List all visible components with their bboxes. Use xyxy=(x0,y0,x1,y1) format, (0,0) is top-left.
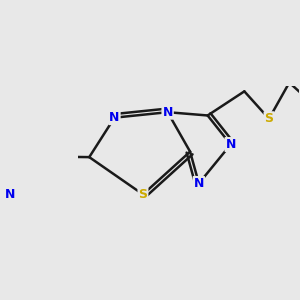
Text: N: N xyxy=(162,106,173,119)
Text: N: N xyxy=(5,188,16,201)
Text: N: N xyxy=(226,138,236,151)
Text: S: S xyxy=(265,112,274,125)
Text: N: N xyxy=(109,111,120,124)
Text: N: N xyxy=(194,177,204,190)
Text: S: S xyxy=(139,188,148,201)
